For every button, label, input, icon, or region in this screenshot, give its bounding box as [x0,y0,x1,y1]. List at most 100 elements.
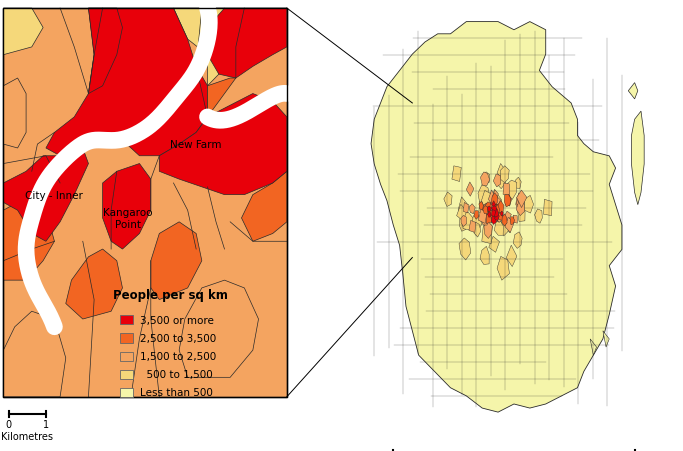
Polygon shape [490,201,502,221]
Polygon shape [482,172,490,184]
Polygon shape [486,214,492,224]
Polygon shape [208,79,236,118]
Polygon shape [461,216,466,227]
Polygon shape [497,201,504,213]
Polygon shape [516,202,525,216]
Text: Less than 500: Less than 500 [140,387,213,397]
Polygon shape [514,232,522,249]
Polygon shape [494,197,501,207]
Polygon shape [88,9,122,94]
Polygon shape [484,204,490,216]
Polygon shape [480,247,489,265]
Polygon shape [488,207,491,212]
Polygon shape [464,203,469,213]
Polygon shape [151,222,202,300]
Polygon shape [497,211,503,221]
Polygon shape [3,9,43,55]
Polygon shape [603,331,609,347]
Polygon shape [628,83,638,100]
Text: Kilometres: Kilometres [1,431,53,441]
Bar [120,316,133,325]
Text: 0: 0 [6,419,12,429]
Polygon shape [496,204,501,212]
Polygon shape [494,221,503,236]
Polygon shape [469,221,476,233]
Polygon shape [495,214,498,218]
Polygon shape [3,9,287,397]
Polygon shape [497,173,505,189]
Bar [120,388,133,397]
Polygon shape [486,202,492,213]
Polygon shape [491,193,498,207]
Polygon shape [494,211,497,216]
Polygon shape [505,220,512,233]
Polygon shape [481,213,488,226]
Polygon shape [505,195,512,207]
Polygon shape [159,94,287,195]
Bar [120,352,133,361]
Polygon shape [484,222,492,239]
Polygon shape [502,214,507,226]
Polygon shape [504,195,511,207]
Polygon shape [46,9,208,156]
Polygon shape [371,23,622,412]
Polygon shape [242,172,287,242]
Text: 1: 1 [42,419,48,429]
Polygon shape [482,203,489,217]
Polygon shape [3,195,55,281]
Bar [120,370,133,379]
Polygon shape [3,149,88,242]
Polygon shape [491,216,497,225]
Polygon shape [490,207,499,221]
Polygon shape [487,193,498,215]
Polygon shape [493,205,500,216]
Polygon shape [493,208,497,215]
Polygon shape [492,212,498,221]
Polygon shape [535,209,542,224]
Polygon shape [458,198,469,217]
Polygon shape [460,218,466,232]
Polygon shape [478,185,490,207]
Polygon shape [483,208,492,224]
Polygon shape [516,191,527,208]
Polygon shape [488,190,496,207]
Polygon shape [501,166,510,183]
Polygon shape [478,210,487,224]
Polygon shape [493,203,500,216]
Polygon shape [3,79,26,149]
Polygon shape [488,208,496,222]
Polygon shape [494,209,499,218]
Polygon shape [491,206,500,221]
Polygon shape [490,204,500,221]
Polygon shape [501,212,503,216]
Polygon shape [495,205,500,215]
Polygon shape [515,178,521,189]
Polygon shape [473,223,481,238]
Text: 3,500 or more: 3,500 or more [140,315,214,325]
Polygon shape [513,216,518,224]
Polygon shape [507,181,517,200]
Text: 500 to 1,500: 500 to 1,500 [140,369,213,379]
Polygon shape [492,206,497,214]
Bar [120,334,133,343]
Polygon shape [495,208,503,223]
Polygon shape [489,190,502,216]
Polygon shape [66,249,122,319]
Polygon shape [516,193,524,208]
Polygon shape [3,312,66,397]
Polygon shape [482,191,491,210]
Bar [3,9,287,397]
Polygon shape [466,183,474,197]
Polygon shape [444,193,452,207]
Polygon shape [500,219,510,236]
Polygon shape [506,246,517,267]
Polygon shape [505,218,514,233]
Polygon shape [590,339,596,355]
Polygon shape [488,211,493,219]
Polygon shape [544,200,552,216]
Polygon shape [525,196,533,214]
Polygon shape [492,190,499,201]
Polygon shape [487,200,498,223]
Polygon shape [173,9,225,87]
Polygon shape [492,207,501,222]
